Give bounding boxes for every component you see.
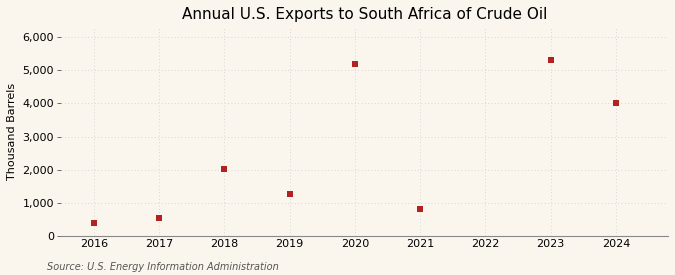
Point [154,216,165,220]
Title: Annual U.S. Exports to South Africa of Crude Oil: Annual U.S. Exports to South Africa of C… [182,7,547,22]
Point [545,58,556,63]
Point [219,167,230,171]
Text: Source: U.S. Energy Information Administration: Source: U.S. Energy Information Administ… [47,262,279,272]
Y-axis label: Thousand Barrels: Thousand Barrels [7,83,17,180]
Point [284,192,295,196]
Point [610,101,621,105]
Point [350,62,360,66]
Point [414,207,425,211]
Point [88,221,99,225]
